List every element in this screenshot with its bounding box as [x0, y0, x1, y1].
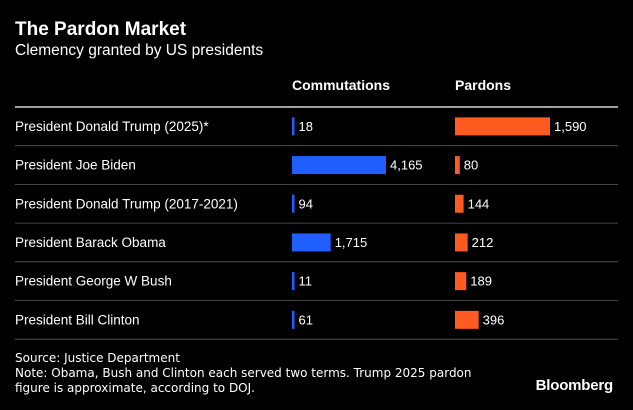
commutations-column-header: Commutations [292, 77, 390, 93]
commutations-bar [292, 233, 331, 252]
pardons-value-label: 144 [468, 196, 490, 211]
commutations-value-label: 1,715 [335, 235, 368, 250]
pardons-bar [455, 194, 464, 213]
commutations-value-label: 61 [299, 312, 313, 327]
commutations-bar [292, 310, 295, 329]
pardons-value-label: 212 [472, 235, 494, 250]
chart-title: The Pardon Market [15, 19, 187, 40]
footnote-line-1: Note: Obama, Bush and Clinton each serve… [15, 366, 472, 380]
president-label: President Barack Obama [15, 235, 166, 250]
pardons-value-label: 189 [470, 274, 492, 289]
president-label: President Joe Biden [15, 158, 136, 173]
president-label: President Donald Trump (2025)* [15, 119, 209, 134]
president-label: President Bill Clinton [15, 312, 140, 327]
commutations-value-label: 4,165 [390, 158, 423, 173]
commutations-bar [292, 194, 295, 213]
pardons-bar [455, 233, 468, 252]
pardons-column-header: Pardons [455, 77, 512, 93]
commutations-bar [292, 272, 295, 291]
chart-subtitle: Clemency granted by US presidents [15, 42, 264, 59]
clemency-chart: President Donald Trump (2025)* 18 1,590 Pre… [15, 106, 618, 340]
footnote-line-2: figure is approximate, according to DOJ. [15, 381, 255, 395]
commutations-value-label: 11 [299, 274, 313, 289]
pardons-bar [455, 156, 460, 175]
pardons-bar [455, 272, 467, 291]
commutations-bar [292, 117, 295, 136]
commutations-value-label: 18 [299, 119, 313, 134]
source-note: Source: Justice Department [15, 351, 180, 365]
pardons-value-label: 1,590 [554, 119, 587, 134]
pardons-bar [455, 117, 550, 136]
commutations-value-label: 94 [299, 196, 313, 211]
president-label: President George W Bush [15, 274, 172, 289]
president-label: President Donald Trump (2017-2021) [15, 196, 238, 211]
pardons-value-label: 80 [464, 158, 478, 173]
pardons-bar [455, 310, 479, 329]
pardons-value-label: 396 [483, 312, 505, 327]
commutations-bar [292, 156, 386, 175]
bloomberg-logo: Bloomberg [535, 377, 614, 394]
